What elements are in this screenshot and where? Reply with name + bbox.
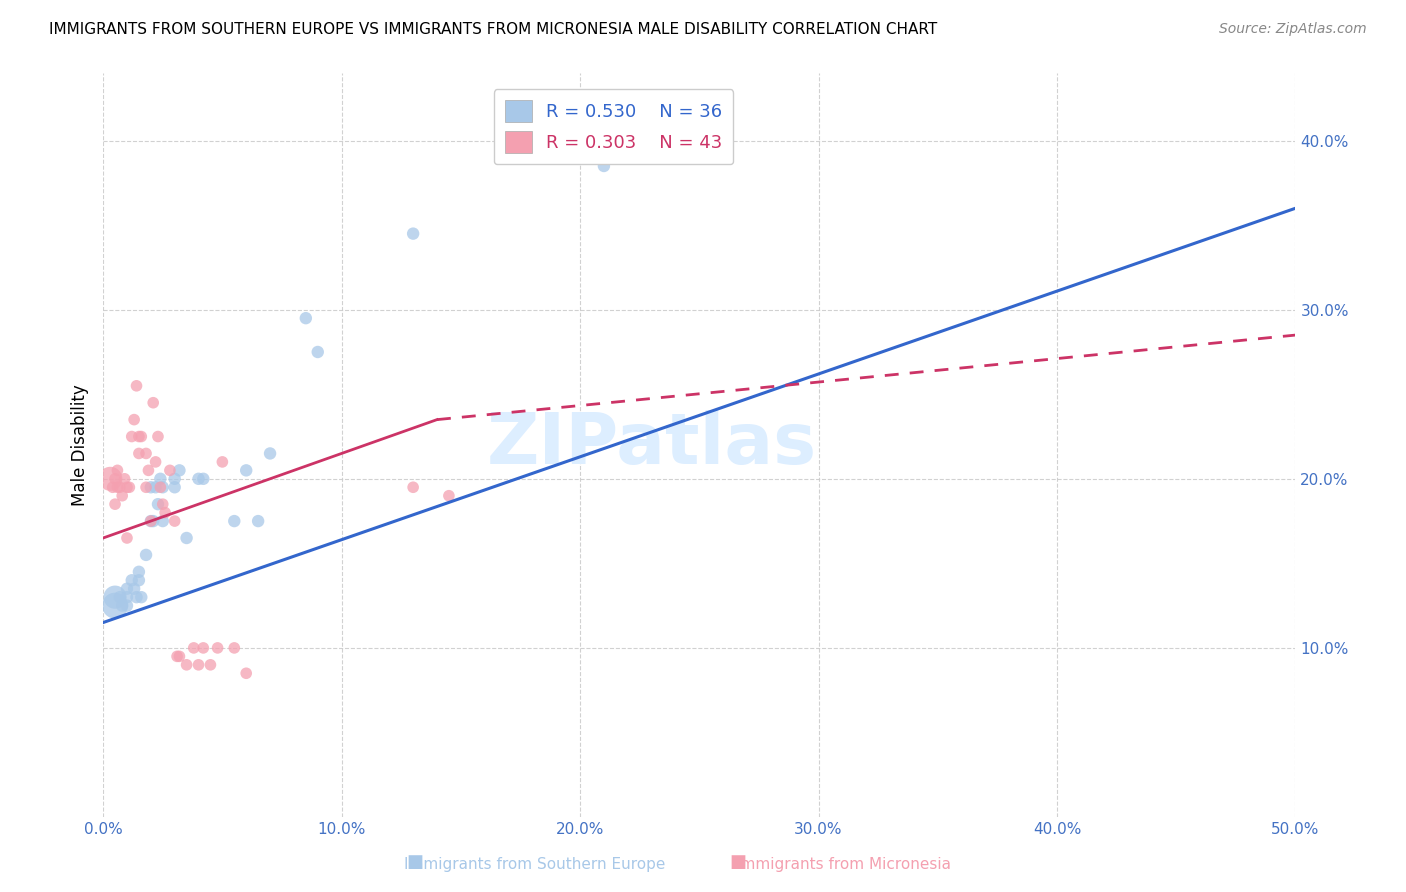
Point: [128, 565, 150, 579]
Point: [187, 657, 209, 672]
Point: [176, 657, 198, 672]
Point: [142, 514, 165, 528]
Text: ■: ■: [406, 854, 423, 871]
Point: [402, 480, 425, 494]
Point: [121, 574, 143, 588]
Legend: R = 0.530    N = 36, R = 0.303    N = 43: R = 0.530 N = 36, R = 0.303 N = 43: [494, 89, 733, 164]
Point: [135, 480, 157, 494]
Point: [98, 472, 121, 486]
Point: [108, 480, 131, 494]
Y-axis label: Male Disability: Male Disability: [72, 384, 89, 506]
Point: [169, 649, 191, 664]
Point: [145, 480, 167, 494]
Point: [163, 514, 186, 528]
Point: [159, 463, 181, 477]
Point: [104, 497, 127, 511]
Point: [122, 582, 145, 596]
Point: [108, 590, 131, 604]
Point: [142, 395, 165, 409]
Text: IMMIGRANTS FROM SOUTHERN EUROPE VS IMMIGRANTS FROM MICRONESIA MALE DISABILITY CO: IMMIGRANTS FROM SOUTHERN EUROPE VS IMMIG…: [49, 22, 938, 37]
Text: Immigrants from Southern Europe: Immigrants from Southern Europe: [404, 857, 665, 872]
Point: [295, 311, 318, 326]
Point: [104, 599, 127, 613]
Point: [402, 227, 425, 241]
Point: [437, 489, 460, 503]
Point: [207, 640, 229, 655]
Point: [139, 514, 162, 528]
Point: [107, 480, 129, 494]
Point: [121, 429, 143, 443]
Point: [107, 463, 129, 477]
Point: [135, 446, 157, 460]
Point: [118, 480, 141, 494]
Point: [224, 514, 246, 528]
Point: [259, 446, 281, 460]
Point: [128, 446, 150, 460]
Point: [125, 590, 148, 604]
Point: [122, 412, 145, 426]
Point: [176, 531, 198, 545]
Point: [153, 506, 176, 520]
Point: [135, 548, 157, 562]
Point: [115, 582, 138, 596]
Text: ZIPatlas: ZIPatlas: [486, 410, 817, 480]
Point: [104, 590, 127, 604]
Point: [129, 429, 152, 443]
Point: [193, 472, 215, 486]
Point: [152, 514, 174, 528]
Point: [146, 429, 169, 443]
Point: [193, 640, 215, 655]
Text: Immigrants from Micronesia: Immigrants from Micronesia: [737, 857, 950, 872]
Point: [115, 590, 138, 604]
Point: [128, 429, 150, 443]
Point: [593, 159, 616, 173]
Point: [183, 640, 205, 655]
Point: [104, 472, 127, 486]
Point: [149, 480, 172, 494]
Point: [101, 480, 124, 494]
Point: [235, 666, 257, 681]
Point: [128, 574, 150, 588]
Point: [138, 463, 160, 477]
Point: [129, 590, 152, 604]
Point: [152, 497, 174, 511]
Point: [166, 649, 188, 664]
Text: ■: ■: [730, 854, 747, 871]
Point: [139, 514, 162, 528]
Point: [115, 531, 138, 545]
Point: [187, 472, 209, 486]
Point: [111, 599, 134, 613]
Point: [125, 379, 148, 393]
Point: [307, 345, 329, 359]
Point: [247, 514, 270, 528]
Point: [235, 463, 257, 477]
Point: [115, 599, 138, 613]
Point: [115, 480, 138, 494]
Point: [163, 480, 186, 494]
Point: [139, 480, 162, 494]
Point: [163, 472, 186, 486]
Point: [111, 489, 134, 503]
Point: [114, 472, 136, 486]
Point: [169, 463, 191, 477]
Point: [211, 455, 233, 469]
Point: [224, 640, 246, 655]
Point: [146, 497, 169, 511]
Text: Source: ZipAtlas.com: Source: ZipAtlas.com: [1219, 22, 1367, 37]
Point: [145, 455, 167, 469]
Point: [149, 472, 172, 486]
Point: [152, 480, 174, 494]
Point: [200, 657, 222, 672]
